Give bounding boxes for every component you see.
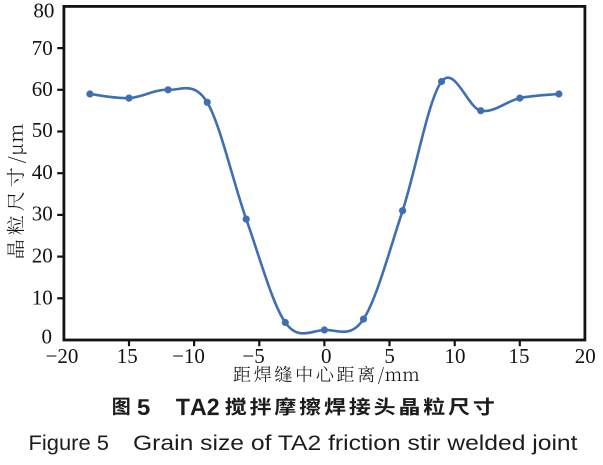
svg-text:70: 70 bbox=[32, 36, 53, 60]
svg-text:Figure 5: Figure 5 bbox=[29, 431, 110, 455]
svg-text:10: 10 bbox=[32, 285, 53, 309]
svg-text:0: 0 bbox=[42, 325, 53, 349]
svg-text:−10: −10 bbox=[172, 344, 205, 368]
svg-text:15: 15 bbox=[509, 344, 530, 368]
svg-text:50: 50 bbox=[32, 118, 53, 142]
svg-text:5: 5 bbox=[384, 344, 395, 368]
svg-text:10: 10 bbox=[445, 344, 466, 368]
svg-text:15: 15 bbox=[117, 344, 138, 368]
svg-text:80: 80 bbox=[33, 0, 54, 23]
svg-text:−5: −5 bbox=[242, 344, 264, 368]
svg-text:−20: −20 bbox=[46, 344, 79, 368]
svg-text:60: 60 bbox=[32, 77, 53, 101]
svg-text:0: 0 bbox=[321, 344, 332, 368]
svg-text:20: 20 bbox=[575, 344, 596, 368]
svg-text:40: 40 bbox=[32, 160, 53, 184]
svg-text:30: 30 bbox=[32, 202, 53, 226]
svg-text:20: 20 bbox=[32, 243, 53, 267]
svg-text:Grain size of TA2 friction sti: Grain size of TA2 friction stir welded j… bbox=[133, 431, 578, 455]
